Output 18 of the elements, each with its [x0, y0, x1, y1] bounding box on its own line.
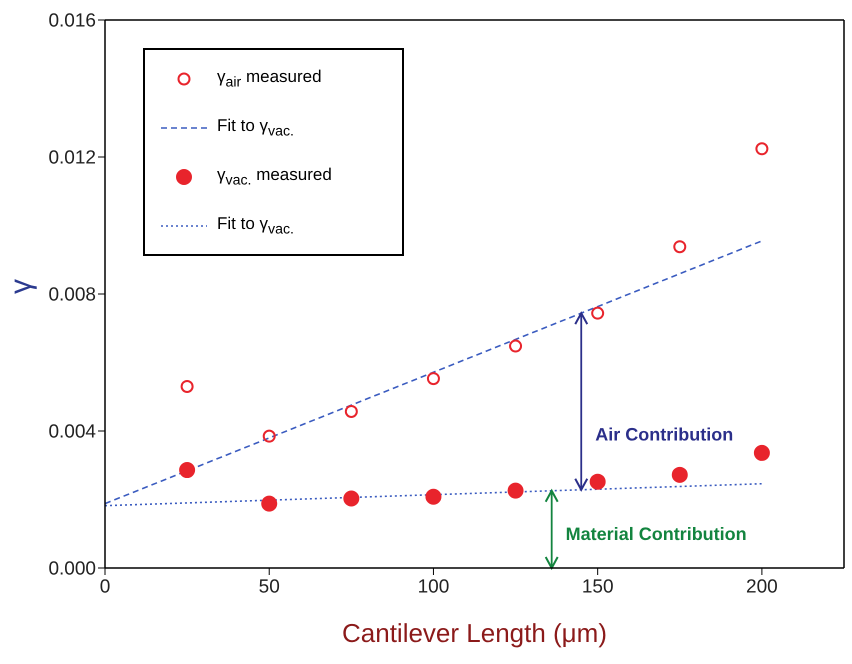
- y-tick-label: 0.012: [48, 148, 96, 169]
- legend-label: Fit to γ$_{vac.}$: [217, 214, 294, 238]
- y-tick-label: 0.008: [48, 284, 96, 306]
- x-tick-label: 100: [418, 576, 450, 598]
- legend-label: γ$_{vac.}$ measured: [217, 164, 332, 188]
- legend-label: γ$_{air}$ measured: [217, 66, 322, 90]
- y-axis-title: γ: [4, 279, 38, 294]
- x-tick-label: 200: [746, 576, 778, 598]
- x-tick-label: 150: [582, 576, 614, 598]
- annotation: Air Contribution: [595, 424, 734, 444]
- y-tick-label: 0.000: [48, 558, 96, 580]
- x-tick-label: 50: [258, 576, 280, 598]
- annotation: Material Contribution: [566, 524, 747, 544]
- legend-label: Fit to γ$_{vac.}$: [217, 116, 294, 140]
- y-tick-label: 0.016: [48, 10, 96, 32]
- x-axis-title: Cantilever Length (μm): [342, 618, 607, 648]
- y-tick-label: 0.004: [48, 422, 96, 443]
- x-tick-label: 0: [100, 576, 110, 598]
